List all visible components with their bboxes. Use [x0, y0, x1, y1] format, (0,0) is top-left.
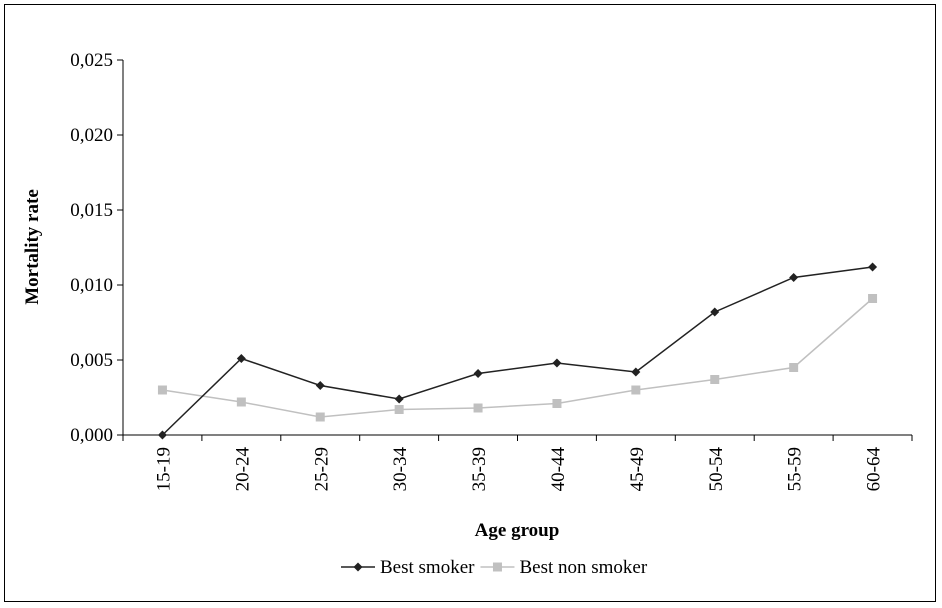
series-layer — [157, 262, 878, 440]
y-tick-label: 0,015 — [70, 200, 113, 221]
data-point-best-smoker — [552, 358, 562, 368]
y-axis-title: Mortality rate — [22, 189, 43, 305]
series-line-best-non-smoker — [162, 297, 874, 418]
x-tick-label: 45-49 — [627, 447, 648, 491]
data-point-best-smoker — [157, 430, 167, 440]
legend-label: Best smoker — [380, 557, 475, 578]
chart-frame — [4, 4, 936, 602]
x-tick-label: 25-29 — [311, 447, 332, 491]
data-point-best-smoker — [394, 394, 404, 404]
series-line-best-smoker — [161, 266, 873, 436]
data-point-best-smoker — [868, 262, 878, 272]
x-tick-label: 15-19 — [153, 447, 174, 491]
series-best-smoker — [157, 262, 878, 440]
data-point-best-non-smoker — [868, 294, 878, 303]
data-point-best-non-smoker — [552, 399, 562, 408]
x-tick-label: 35-39 — [469, 447, 490, 491]
data-point-best-smoker — [473, 369, 483, 378]
x-tick-label: 60-64 — [864, 447, 885, 492]
x-ticks: 15-19 20-24 25-29 30-34 35-39 40-44 45-49 50-54… — [122, 435, 913, 492]
x-axis-title: Age group — [475, 520, 560, 541]
x-tick-label: 20-24 — [232, 447, 253, 492]
legend-label: Best non smoker — [519, 557, 647, 578]
data-point-best-smoker — [710, 307, 720, 317]
x-tick-label: 50-54 — [706, 447, 727, 492]
y-tick-label: 0,000 — [70, 425, 113, 446]
data-point-best-non-smoker — [631, 385, 641, 395]
legend-marker — [492, 562, 502, 572]
legend: Best smoker Best non smoker — [341, 557, 648, 578]
y-tick-label: 0,005 — [70, 350, 113, 371]
axes — [122, 60, 912, 436]
legend-item-best-smoker: Best smoker — [341, 557, 475, 578]
data-point-best-non-smoker — [315, 412, 325, 422]
data-point-best-smoker — [236, 354, 246, 363]
data-point-best-non-smoker — [710, 375, 720, 384]
y-tick-label: 0,010 — [70, 275, 113, 296]
series-best-non-smoker — [157, 294, 878, 422]
y-tick-label: 0,020 — [70, 125, 113, 146]
x-tick-label: 40-44 — [548, 447, 569, 492]
y-ticks: 0,000 0,005 0,010 0,015 0,020 0,025 — [70, 50, 123, 446]
data-point-best-non-smoker — [394, 405, 404, 414]
legend-marker — [353, 562, 363, 572]
data-point-best-smoker — [315, 381, 325, 390]
y-tick-label: 0,025 — [70, 50, 113, 71]
x-tick-label: 30-34 — [390, 447, 411, 492]
data-point-best-smoker — [789, 273, 799, 282]
data-point-best-non-smoker — [236, 397, 246, 407]
data-point-best-non-smoker — [157, 385, 167, 395]
data-point-best-smoker — [631, 367, 641, 377]
legend-item-best-non-smoker: Best non smoker — [480, 557, 648, 578]
data-point-best-non-smoker — [789, 363, 799, 372]
data-point-best-non-smoker — [473, 403, 483, 413]
x-tick-label: 55-59 — [785, 447, 806, 491]
